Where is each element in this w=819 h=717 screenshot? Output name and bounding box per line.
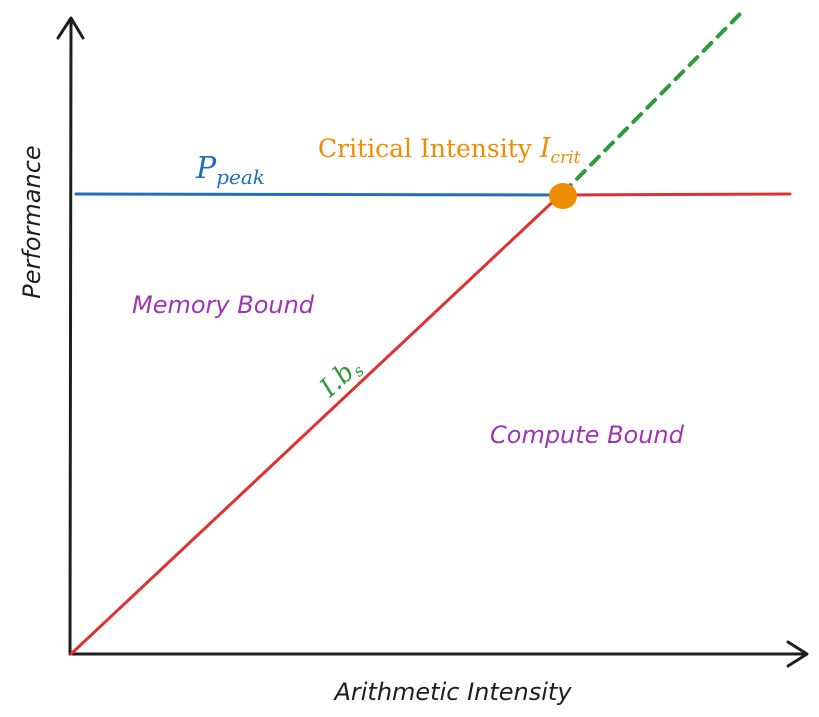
peak-label-subscript: peak: [216, 165, 265, 189]
compute-bound-label: Compute Bound: [490, 421, 685, 449]
bandwidth-roof-line: [69, 193, 562, 656]
critical-intensity-subscript: crit: [551, 148, 581, 168]
y-axis: [56, 16, 85, 656]
bandwidth-extension-line: [561, 12, 742, 195]
memory-bound-label: Memory Bound: [132, 291, 315, 319]
y-axis-label: Performance: [18, 145, 46, 298]
critical-intensity-label: Critical Intensity Icrit: [318, 133, 581, 168]
x-axis: [68, 640, 809, 668]
peak-label: Ppeak: [195, 151, 265, 189]
compute-roof-line: [558, 192, 792, 197]
peak-performance-line: [74, 192, 562, 197]
critical-intensity-symbol: I: [539, 133, 552, 164]
critical-point-marker: [549, 183, 577, 209]
x-axis-label: Arithmetic Intensity: [332, 678, 572, 706]
bandwidth-label: I.bs: [314, 352, 368, 406]
